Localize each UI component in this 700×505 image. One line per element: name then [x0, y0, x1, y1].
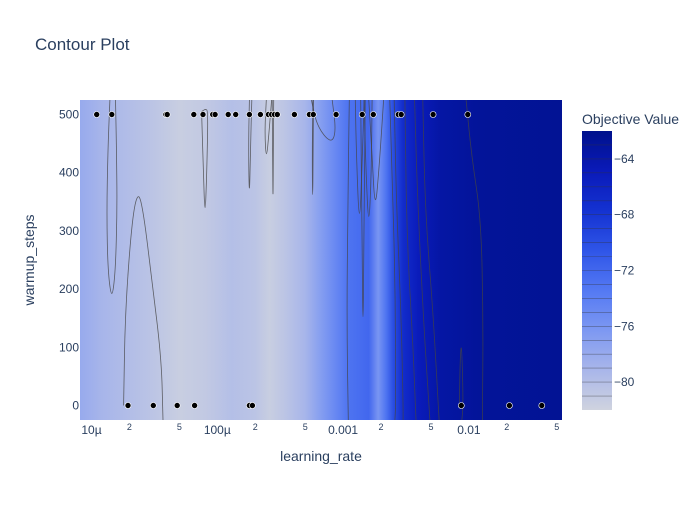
x-tick-label: 0.001: [328, 423, 358, 437]
trial-point: [291, 111, 298, 118]
chart-title: Contour Plot: [35, 35, 130, 54]
colorbar-level-lines: [582, 144, 612, 397]
trial-point: [369, 111, 377, 118]
trial-point: [309, 111, 317, 118]
trial-point: [108, 111, 116, 118]
colorbar-tick-label: −64: [614, 152, 635, 166]
trial-point: [257, 111, 264, 118]
colorbar-ticks: −64 −68 −72 −76 −80: [614, 152, 635, 389]
x-axis-label: learning_rate: [280, 448, 362, 464]
colorbar-tick-label: −72: [614, 264, 635, 278]
x-tick-label: 2: [127, 422, 132, 432]
trial-point: [538, 402, 546, 409]
contour-line: [123, 196, 164, 420]
colorbar-tick-label: −68: [614, 208, 635, 222]
colorbar-tick-label: −80: [614, 375, 635, 389]
y-axis-label: warmup_steps: [21, 214, 37, 306]
contour-line: [414, 100, 431, 420]
trial-point: [397, 111, 405, 118]
contour-line: [465, 100, 484, 420]
y-tick-label: 0: [72, 399, 79, 413]
x-tick-label: 5: [303, 422, 308, 432]
trial-point: [232, 111, 239, 118]
trial-point: [211, 111, 219, 118]
contour-line: [458, 347, 464, 420]
x-tick-label: 5: [177, 422, 182, 432]
trial-point: [506, 402, 513, 409]
x-tick-label: 10µ: [81, 423, 101, 437]
trial-point: [93, 111, 100, 118]
trial-points: [93, 111, 546, 409]
contour-line: [106, 100, 118, 294]
x-tick-label: 5: [428, 422, 433, 432]
trial-point: [358, 111, 366, 118]
trial-point: [190, 111, 198, 118]
y-tick-label: 300: [59, 224, 79, 238]
colorbar-title: Objective Value: [582, 111, 679, 127]
contour-line: [201, 109, 209, 209]
x-tick-label: 2: [504, 422, 509, 432]
y-tick-label: 200: [59, 282, 79, 296]
trial-point: [224, 111, 232, 118]
y-axis-ticks: 0 100 200 300 400 500: [59, 108, 79, 413]
plot-area: [80, 100, 562, 420]
contour-line: [264, 100, 272, 155]
x-tick-label: 5: [554, 422, 559, 432]
contour-line: [363, 100, 373, 217]
trial-point: [191, 402, 198, 409]
trial-point: [199, 111, 207, 118]
y-tick-label: 400: [59, 166, 79, 180]
contour-line: [360, 100, 366, 318]
y-tick-label: 500: [59, 108, 79, 122]
trial-point: [173, 402, 181, 409]
trial-point: [163, 111, 171, 118]
trial-point: [249, 402, 256, 409]
y-tick-label: 100: [59, 340, 79, 354]
x-axis-ticks: 10µ 2 5 100µ 2 5 0.001 2 5 0.01 2 5: [81, 422, 559, 437]
contour-line: [354, 100, 365, 214]
contour-line: [404, 100, 417, 420]
contour-line: [389, 100, 396, 420]
contour-line: [311, 100, 336, 141]
x-tick-label: 2: [253, 422, 258, 432]
contour-line: [422, 100, 440, 420]
contour-line: [393, 100, 404, 420]
trial-point: [246, 111, 253, 118]
trial-point: [429, 111, 437, 118]
contour-line: [346, 100, 350, 420]
trial-point: [332, 111, 340, 118]
trial-point: [464, 111, 472, 118]
trial-point: [273, 111, 281, 118]
x-tick-label: 100µ: [204, 423, 231, 437]
trial-point: [124, 402, 132, 409]
trial-point: [457, 402, 465, 409]
colorbar-tick-label: −76: [614, 319, 635, 333]
contour-line: [368, 100, 384, 201]
trial-point: [150, 402, 157, 409]
contour-surface: [80, 100, 562, 420]
x-tick-label: 0.01: [457, 423, 481, 437]
x-tick-label: 2: [378, 422, 383, 432]
colorbar: Objective Value −64 −68 −72 −76 −80: [582, 111, 679, 410]
